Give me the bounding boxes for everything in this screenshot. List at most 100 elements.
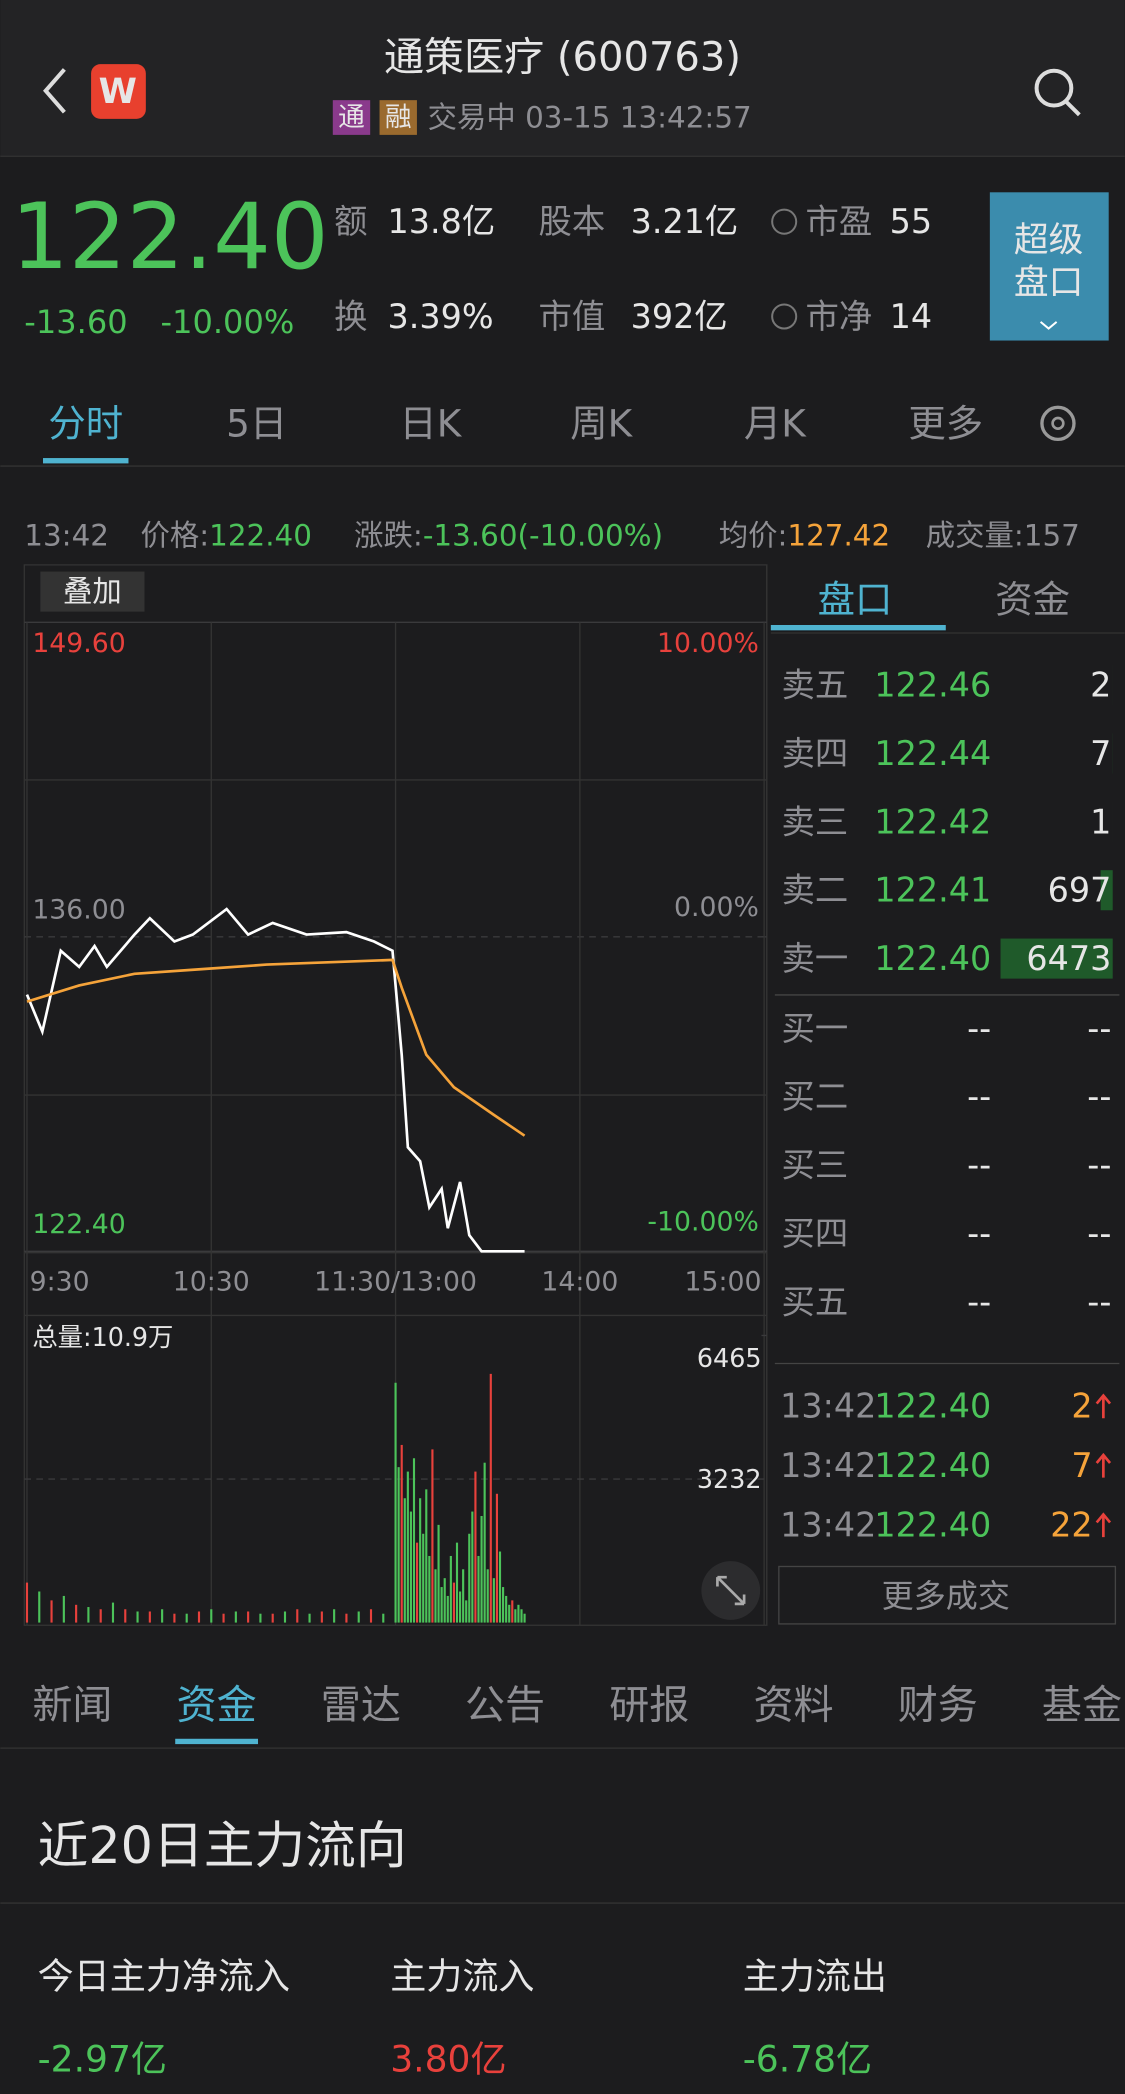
volume-bar: [247, 1611, 250, 1623]
stat-value: 13.8亿: [388, 202, 496, 241]
flow-label: 主力流出: [743, 1955, 887, 1997]
info-item: 成交量:157: [926, 519, 1080, 553]
volume-bar: [514, 1609, 517, 1623]
super-button[interactable]: [989, 192, 1109, 341]
bottom-tab[interactable]: 新闻: [32, 1682, 112, 1728]
bid-label: 买一: [782, 1009, 849, 1048]
tab[interactable]: 日K: [399, 401, 462, 445]
volume-bar: [422, 1533, 425, 1623]
tab[interactable]: 更多: [908, 401, 983, 445]
trade-time: 13:42: [780, 1387, 876, 1426]
trade-qty: 7: [1071, 1446, 1092, 1485]
y-tick-label: 3232: [697, 1464, 762, 1494]
settings-icon[interactable]: [1040, 405, 1076, 442]
volume-bar: [425, 1489, 428, 1623]
bottom-tab[interactable]: 基金: [1042, 1682, 1122, 1728]
bottom-tab[interactable]: 公告: [465, 1682, 545, 1728]
tab-underline: [770, 624, 946, 631]
bid-price: --: [967, 1009, 991, 1048]
info-label: 成交量:: [926, 519, 1024, 553]
ask-qty: 1: [1090, 802, 1111, 841]
volume-bar: [50, 1600, 53, 1623]
trade-time: 13:42: [780, 1506, 876, 1545]
volume-bar: [419, 1498, 422, 1623]
search-icon-handle: [1064, 100, 1081, 117]
bid-price: --: [967, 1282, 991, 1321]
settings-icon-center: [1051, 416, 1065, 431]
tab[interactable]: 分时: [48, 401, 123, 445]
tag: 通: [338, 102, 365, 133]
bottom-tab[interactable]: 研报: [609, 1682, 689, 1728]
volume-bar: [465, 1600, 468, 1623]
ask-volume-bar: [1100, 870, 1113, 911]
flow-label: 主力流入: [390, 1955, 534, 1997]
volume-bar: [382, 1613, 385, 1623]
stat-value: 3.39%: [388, 297, 494, 336]
stat-value: 3.21亿: [631, 202, 739, 241]
stat-value: 14: [890, 297, 932, 336]
volume-bar: [406, 1471, 409, 1623]
volume-bar: [271, 1613, 274, 1623]
volume-bar: [320, 1611, 323, 1623]
volume-bar: [431, 1449, 434, 1623]
info-label: 涨跌:: [354, 519, 423, 553]
ask-qty: 2: [1090, 666, 1111, 705]
flow-value: -6.78亿: [743, 2038, 872, 2080]
more-trades-button[interactable]: [778, 1565, 1117, 1625]
info-value: 127.42: [787, 519, 890, 553]
bottom-tab[interactable]: 雷达: [321, 1682, 401, 1728]
more-trades-label: 更多成交: [882, 1577, 1010, 1615]
volume-bar: [234, 1611, 237, 1623]
tab[interactable]: 周K: [570, 401, 633, 445]
overlay-label: 叠加: [63, 575, 122, 609]
volume-bar: [75, 1604, 78, 1623]
volume-bar: [498, 1551, 502, 1623]
logo-bg: [91, 64, 146, 119]
volume-bar: [394, 1382, 397, 1623]
info-value: 157: [1024, 519, 1080, 553]
stat-label: 市净: [806, 297, 873, 336]
back-button[interactable]: [43, 68, 66, 114]
super-button-label: 盘口: [1014, 263, 1083, 303]
super-button-label: 超级: [1014, 220, 1083, 260]
volume-bar: [468, 1533, 471, 1623]
tag-bg: [332, 100, 371, 135]
info-value: -13.60(-10.00%): [423, 519, 663, 553]
book-tab[interactable]: 资金: [995, 578, 1070, 622]
bottom-tab[interactable]: 资料: [753, 1682, 833, 1728]
trade-arrow: [1095, 1393, 1112, 1419]
volume-bar: [400, 1444, 403, 1623]
volume-bar: [517, 1604, 520, 1623]
y-tick-label: 122.40: [32, 1209, 125, 1240]
bid-qty: --: [1087, 1282, 1111, 1321]
volume-bar: [455, 1542, 459, 1623]
overlay-button[interactable]: [40, 571, 145, 612]
volume-bar: [283, 1611, 287, 1623]
tab[interactable]: 月K: [744, 401, 807, 445]
status: 交易中 03-15 13:42:57: [428, 101, 752, 135]
volume-bar: [412, 1458, 416, 1623]
x-tick-label: 15:00: [685, 1267, 762, 1298]
info-icon: [771, 208, 798, 235]
logo: W: [99, 72, 137, 112]
ask-price: 122.40: [874, 939, 991, 978]
volume-bar: [99, 1609, 102, 1623]
search-icon[interactable]: [1034, 68, 1074, 108]
volume-bar: [520, 1609, 523, 1623]
tab[interactable]: 5日: [226, 401, 287, 445]
trade-arrow: [1095, 1512, 1112, 1538]
bid-label: 买三: [782, 1146, 849, 1185]
bottom-tab[interactable]: 资金: [177, 1682, 257, 1728]
bid-qty: --: [1087, 1146, 1111, 1185]
section-title: 近20日主力流向: [38, 1816, 407, 1875]
volume-bar: [486, 1569, 489, 1623]
trade-qty: 22: [1050, 1506, 1092, 1545]
trade-price: 122.40: [874, 1506, 991, 1545]
y2-tick-label: 10.00%: [657, 628, 759, 659]
book-tab[interactable]: 盘口: [818, 578, 893, 622]
bottom-tab[interactable]: 财务: [898, 1682, 978, 1728]
volume-bar: [161, 1609, 164, 1623]
info-item: 均价:127.42: [719, 519, 890, 553]
volume-bar: [416, 1542, 419, 1623]
